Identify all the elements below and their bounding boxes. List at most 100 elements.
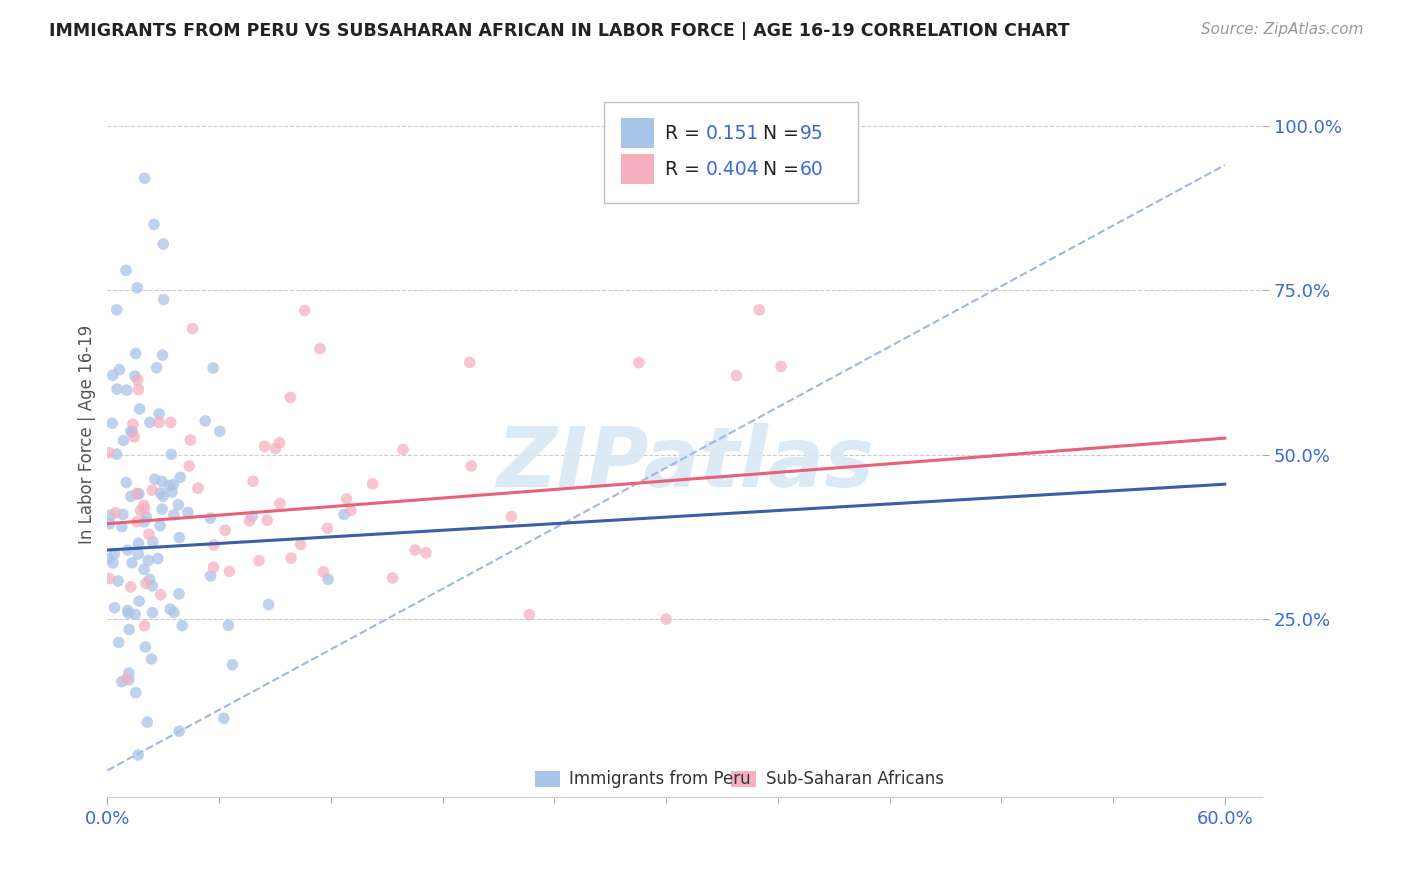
Point <box>107 574 129 588</box>
Point <box>157 478 180 492</box>
Text: N =: N = <box>763 160 806 178</box>
Point <box>269 435 291 450</box>
Point <box>167 724 190 739</box>
Point <box>152 489 174 503</box>
Point <box>167 587 190 601</box>
Point <box>134 515 156 529</box>
Point <box>202 538 225 552</box>
Point <box>118 666 141 681</box>
Point <box>127 747 149 762</box>
Point <box>105 447 128 461</box>
Point <box>111 674 134 689</box>
Point <box>212 711 235 725</box>
Text: Source: ZipAtlas.com: Source: ZipAtlas.com <box>1201 22 1364 37</box>
Point <box>98 516 121 531</box>
Point <box>134 502 156 516</box>
Point <box>97 551 120 566</box>
Point <box>160 485 183 500</box>
Point <box>125 686 148 700</box>
Point <box>152 293 174 307</box>
Point <box>159 602 181 616</box>
Point <box>128 594 150 608</box>
Point <box>120 580 142 594</box>
Point <box>115 383 138 397</box>
Point <box>148 416 170 430</box>
Point <box>127 281 149 295</box>
FancyBboxPatch shape <box>534 771 560 787</box>
Point <box>104 506 127 520</box>
Point <box>135 576 157 591</box>
Point <box>381 571 404 585</box>
Point <box>181 321 204 335</box>
Point <box>316 572 339 586</box>
Point <box>141 483 163 497</box>
Point <box>458 355 481 369</box>
Point <box>115 475 138 490</box>
Point <box>257 598 280 612</box>
Point <box>172 618 194 632</box>
Point <box>361 476 384 491</box>
Point <box>460 458 482 473</box>
Point <box>136 715 159 730</box>
Point <box>163 606 186 620</box>
Point <box>136 553 159 567</box>
Point <box>115 263 138 277</box>
Point <box>124 430 146 444</box>
Point <box>280 551 302 566</box>
Point <box>294 303 316 318</box>
Text: Sub-Saharan Africans: Sub-Saharan Africans <box>765 770 943 788</box>
Point <box>159 416 181 430</box>
Point <box>517 607 540 622</box>
Point <box>627 356 650 370</box>
Point <box>118 623 141 637</box>
Point <box>148 407 170 421</box>
Point <box>117 607 139 621</box>
Text: R =: R = <box>665 160 706 178</box>
Point <box>124 369 146 384</box>
Point <box>316 521 339 535</box>
Point <box>150 502 173 516</box>
Point <box>415 546 437 560</box>
Point <box>101 556 124 570</box>
Point <box>238 514 260 528</box>
Point <box>770 359 793 374</box>
Point <box>117 603 139 617</box>
Point <box>269 496 291 510</box>
Point <box>149 588 172 602</box>
Point <box>145 360 167 375</box>
Text: ZIPatlas: ZIPatlas <box>496 424 873 504</box>
Point <box>134 618 156 632</box>
Point <box>132 562 155 576</box>
Text: 0.151: 0.151 <box>706 124 759 143</box>
Point <box>111 519 134 533</box>
Point <box>152 237 174 252</box>
FancyBboxPatch shape <box>603 102 858 203</box>
Point <box>501 509 523 524</box>
Point <box>115 672 138 686</box>
Point <box>103 600 125 615</box>
Text: Immigrants from Peru: Immigrants from Peru <box>569 770 751 788</box>
Point <box>340 503 363 517</box>
Point <box>202 361 225 376</box>
Point <box>217 618 239 632</box>
Point <box>142 217 165 231</box>
Point <box>200 511 222 525</box>
Point <box>309 342 332 356</box>
Point <box>160 447 183 461</box>
Point <box>655 612 678 626</box>
FancyBboxPatch shape <box>621 154 654 185</box>
Point <box>101 416 124 430</box>
Point <box>125 486 148 500</box>
Point <box>117 543 139 558</box>
Point <box>139 572 162 586</box>
Point <box>264 442 287 456</box>
Point <box>179 433 201 447</box>
Point <box>112 434 135 448</box>
Point <box>141 579 163 593</box>
Point <box>290 537 312 551</box>
Text: N =: N = <box>763 124 806 143</box>
Point <box>127 536 149 550</box>
Point <box>127 373 149 387</box>
Point <box>242 474 264 488</box>
Point <box>124 607 146 622</box>
